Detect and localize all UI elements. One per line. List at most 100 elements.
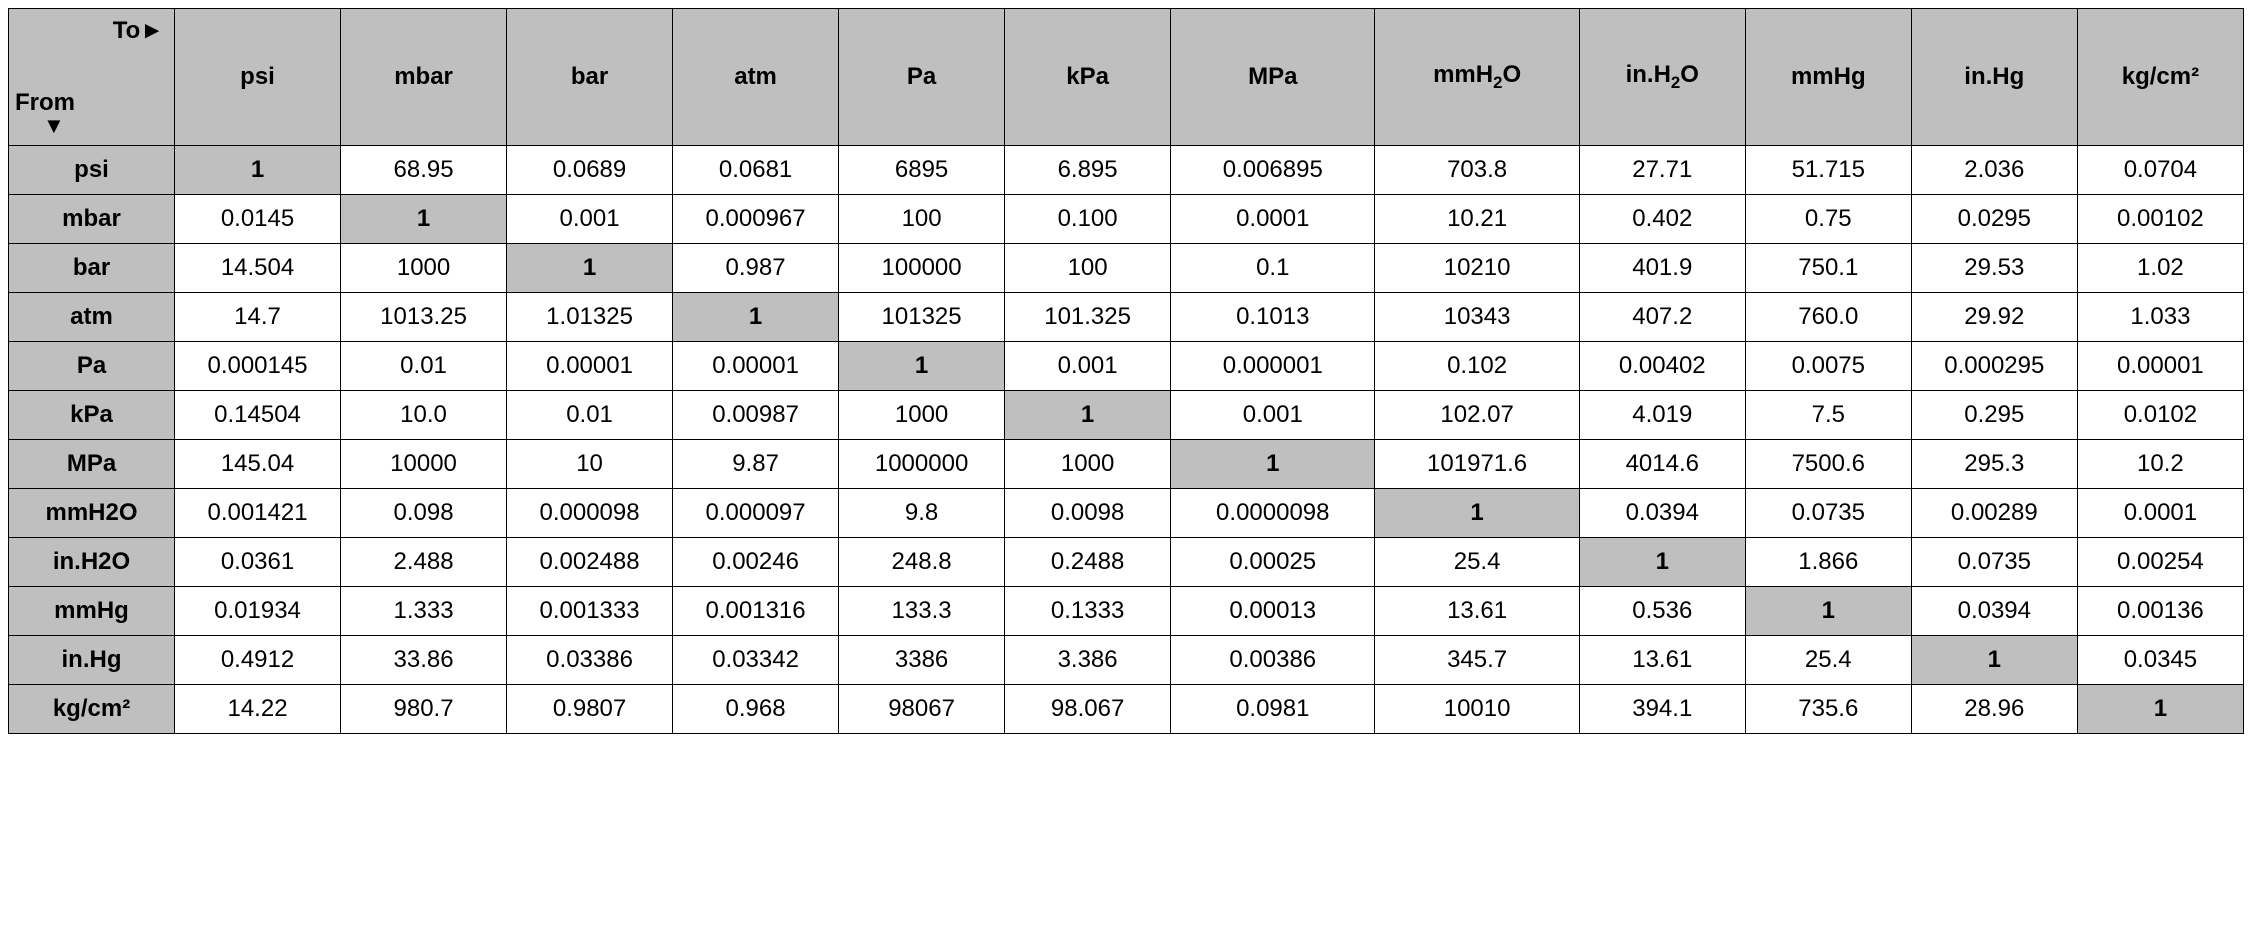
cell: 1000 [341,244,507,293]
cell: 0.03342 [673,636,839,685]
cell: 0.0681 [673,146,839,195]
cell: 10210 [1375,244,1579,293]
table-row: mmH2O0.0014210.0980.0000980.0000979.80.0… [9,489,2244,538]
cell: 1 [1005,391,1171,440]
cell: 0.006895 [1171,146,1375,195]
cell: 0.00001 [2077,342,2243,391]
cell: 0.098 [341,489,507,538]
cell: 0.000001 [1171,342,1375,391]
table-row: psi168.950.06890.068168956.8950.00689570… [9,146,2244,195]
cell: 3.386 [1005,636,1171,685]
cell: 0.03386 [507,636,673,685]
cell: 1 [175,146,341,195]
cell: 760.0 [1745,293,1911,342]
cell: 0.00025 [1171,538,1375,587]
cell: 1 [1911,636,2077,685]
table-row: mmHg0.019341.3330.0013330.001316133.30.1… [9,587,2244,636]
cell: 0.2488 [1005,538,1171,587]
cell: 0.01 [341,342,507,391]
row-header: kPa [9,391,175,440]
cell: 1 [1171,440,1375,489]
cell: 98.067 [1005,685,1171,734]
cell: 6895 [839,146,1005,195]
cell: 10.0 [341,391,507,440]
cell: 0.0345 [2077,636,2243,685]
to-label: To► [113,17,164,45]
cell: 295.3 [1911,440,2077,489]
table-row: Pa0.0001450.010.000010.0000110.0010.0000… [9,342,2244,391]
cell: 0.0704 [2077,146,2243,195]
cell: 407.2 [1579,293,1745,342]
table-row: kPa0.1450410.00.010.00987100010.001102.0… [9,391,2244,440]
cell: 0.000295 [1911,342,2077,391]
cell: 0.968 [673,685,839,734]
cell: 0.0394 [1911,587,2077,636]
cell: 703.8 [1375,146,1579,195]
col-header: psi [175,9,341,146]
cell: 0.402 [1579,195,1745,244]
cell: 7.5 [1745,391,1911,440]
cell: 2.488 [341,538,507,587]
cell: 10010 [1375,685,1579,734]
cell: 0.001 [1171,391,1375,440]
cell: 9.87 [673,440,839,489]
cell: 3386 [839,636,1005,685]
cell: 0.0394 [1579,489,1745,538]
cell: 0.0001 [2077,489,2243,538]
row-header: MPa [9,440,175,489]
cell: 0.0361 [175,538,341,587]
header-row: To► From ▼ psi mbar bar atm Pa kPa MPa m… [9,9,2244,146]
row-header: kg/cm² [9,685,175,734]
cell: 0.00386 [1171,636,1375,685]
cell: 0.001316 [673,587,839,636]
cell: 101325 [839,293,1005,342]
cell: 27.71 [1579,146,1745,195]
cell: 1000000 [839,440,1005,489]
cell: 0.75 [1745,195,1911,244]
cell: 0.001 [507,195,673,244]
cell: 750.1 [1745,244,1911,293]
cell: 0.4912 [175,636,341,685]
cell: 14.7 [175,293,341,342]
cell: 33.86 [341,636,507,685]
cell: 0.00013 [1171,587,1375,636]
cell: 145.04 [175,440,341,489]
cell: 0.00254 [2077,538,2243,587]
row-header: Pa [9,342,175,391]
cell: 1000 [1005,440,1171,489]
row-header: mmH2O [9,489,175,538]
table-row: mbar0.014510.0010.0009671000.1000.000110… [9,195,2244,244]
col-header: MPa [1171,9,1375,146]
cell: 0.0075 [1745,342,1911,391]
cell: 1.033 [2077,293,2243,342]
cell: 1 [673,293,839,342]
cell: 7500.6 [1745,440,1911,489]
col-header: bar [507,9,673,146]
cell: 345.7 [1375,636,1579,685]
cell: 0.01934 [175,587,341,636]
cell: 0.0735 [1911,538,2077,587]
cell: 0.001 [1005,342,1171,391]
cell: 1000 [839,391,1005,440]
cell: 0.102 [1375,342,1579,391]
row-header: in.H2O [9,538,175,587]
cell: 68.95 [341,146,507,195]
cell: 0.00136 [2077,587,2243,636]
cell: 0.01 [507,391,673,440]
cell: 0.14504 [175,391,341,440]
table-row: in.H2O0.03612.4880.0024880.00246248.80.2… [9,538,2244,587]
cell: 101.325 [1005,293,1171,342]
cell: 25.4 [1745,636,1911,685]
cell: 1 [507,244,673,293]
cell: 401.9 [1579,244,1745,293]
cell: 51.715 [1745,146,1911,195]
cell: 0.1013 [1171,293,1375,342]
cell: 10.2 [2077,440,2243,489]
row-header: psi [9,146,175,195]
cell: 0.0001 [1171,195,1375,244]
cell: 9.8 [839,489,1005,538]
cell: 10.21 [1375,195,1579,244]
cell: 6.895 [1005,146,1171,195]
cell: 0.0689 [507,146,673,195]
cell: 0.002488 [507,538,673,587]
